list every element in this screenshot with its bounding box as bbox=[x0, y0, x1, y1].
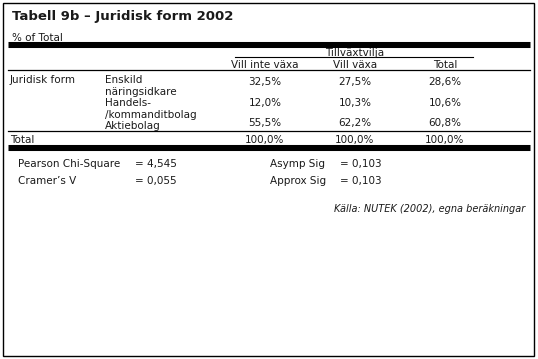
Text: = 0,055: = 0,055 bbox=[135, 176, 176, 186]
Text: Aktiebolag: Aktiebolag bbox=[105, 121, 161, 131]
FancyBboxPatch shape bbox=[3, 3, 534, 356]
Text: Total: Total bbox=[10, 135, 34, 145]
Text: Approx Sig: Approx Sig bbox=[270, 176, 326, 186]
Text: Pearson Chi-Square: Pearson Chi-Square bbox=[18, 159, 121, 169]
Text: 32,5%: 32,5% bbox=[249, 77, 281, 87]
Text: Juridisk form: Juridisk form bbox=[10, 75, 76, 85]
Text: Cramer’s V: Cramer’s V bbox=[18, 176, 76, 186]
Text: = 4,545: = 4,545 bbox=[135, 159, 177, 169]
Text: Vill inte växa: Vill inte växa bbox=[231, 60, 299, 70]
Text: 10,3%: 10,3% bbox=[338, 98, 372, 108]
Text: 27,5%: 27,5% bbox=[338, 77, 372, 87]
Text: 55,5%: 55,5% bbox=[249, 118, 281, 128]
Text: 12,0%: 12,0% bbox=[249, 98, 281, 108]
Text: 28,6%: 28,6% bbox=[428, 77, 462, 87]
Text: = 0,103: = 0,103 bbox=[340, 176, 381, 186]
Text: Vill växa: Vill växa bbox=[333, 60, 377, 70]
Text: 60,8%: 60,8% bbox=[428, 118, 462, 128]
Text: 100,0%: 100,0% bbox=[245, 135, 285, 145]
Text: Asymp Sig: Asymp Sig bbox=[270, 159, 325, 169]
Text: 100,0%: 100,0% bbox=[426, 135, 465, 145]
Text: Tillväxtvilja: Tillväxtvilja bbox=[325, 48, 385, 58]
Text: Källa: NUTEK (2002), egna beräkningar: Källa: NUTEK (2002), egna beräkningar bbox=[334, 204, 525, 214]
Text: = 0,103: = 0,103 bbox=[340, 159, 381, 169]
Text: 10,6%: 10,6% bbox=[428, 98, 462, 108]
Text: Total: Total bbox=[433, 60, 457, 70]
Text: 62,2%: 62,2% bbox=[338, 118, 372, 128]
Text: 100,0%: 100,0% bbox=[335, 135, 374, 145]
Text: Handels-
/kommanditbolag: Handels- /kommanditbolag bbox=[105, 98, 196, 120]
Text: Tabell 9b – Juridisk form 2002: Tabell 9b – Juridisk form 2002 bbox=[12, 10, 233, 23]
Text: Enskild
näringsidkare: Enskild näringsidkare bbox=[105, 75, 176, 97]
Text: % of Total: % of Total bbox=[12, 33, 63, 43]
